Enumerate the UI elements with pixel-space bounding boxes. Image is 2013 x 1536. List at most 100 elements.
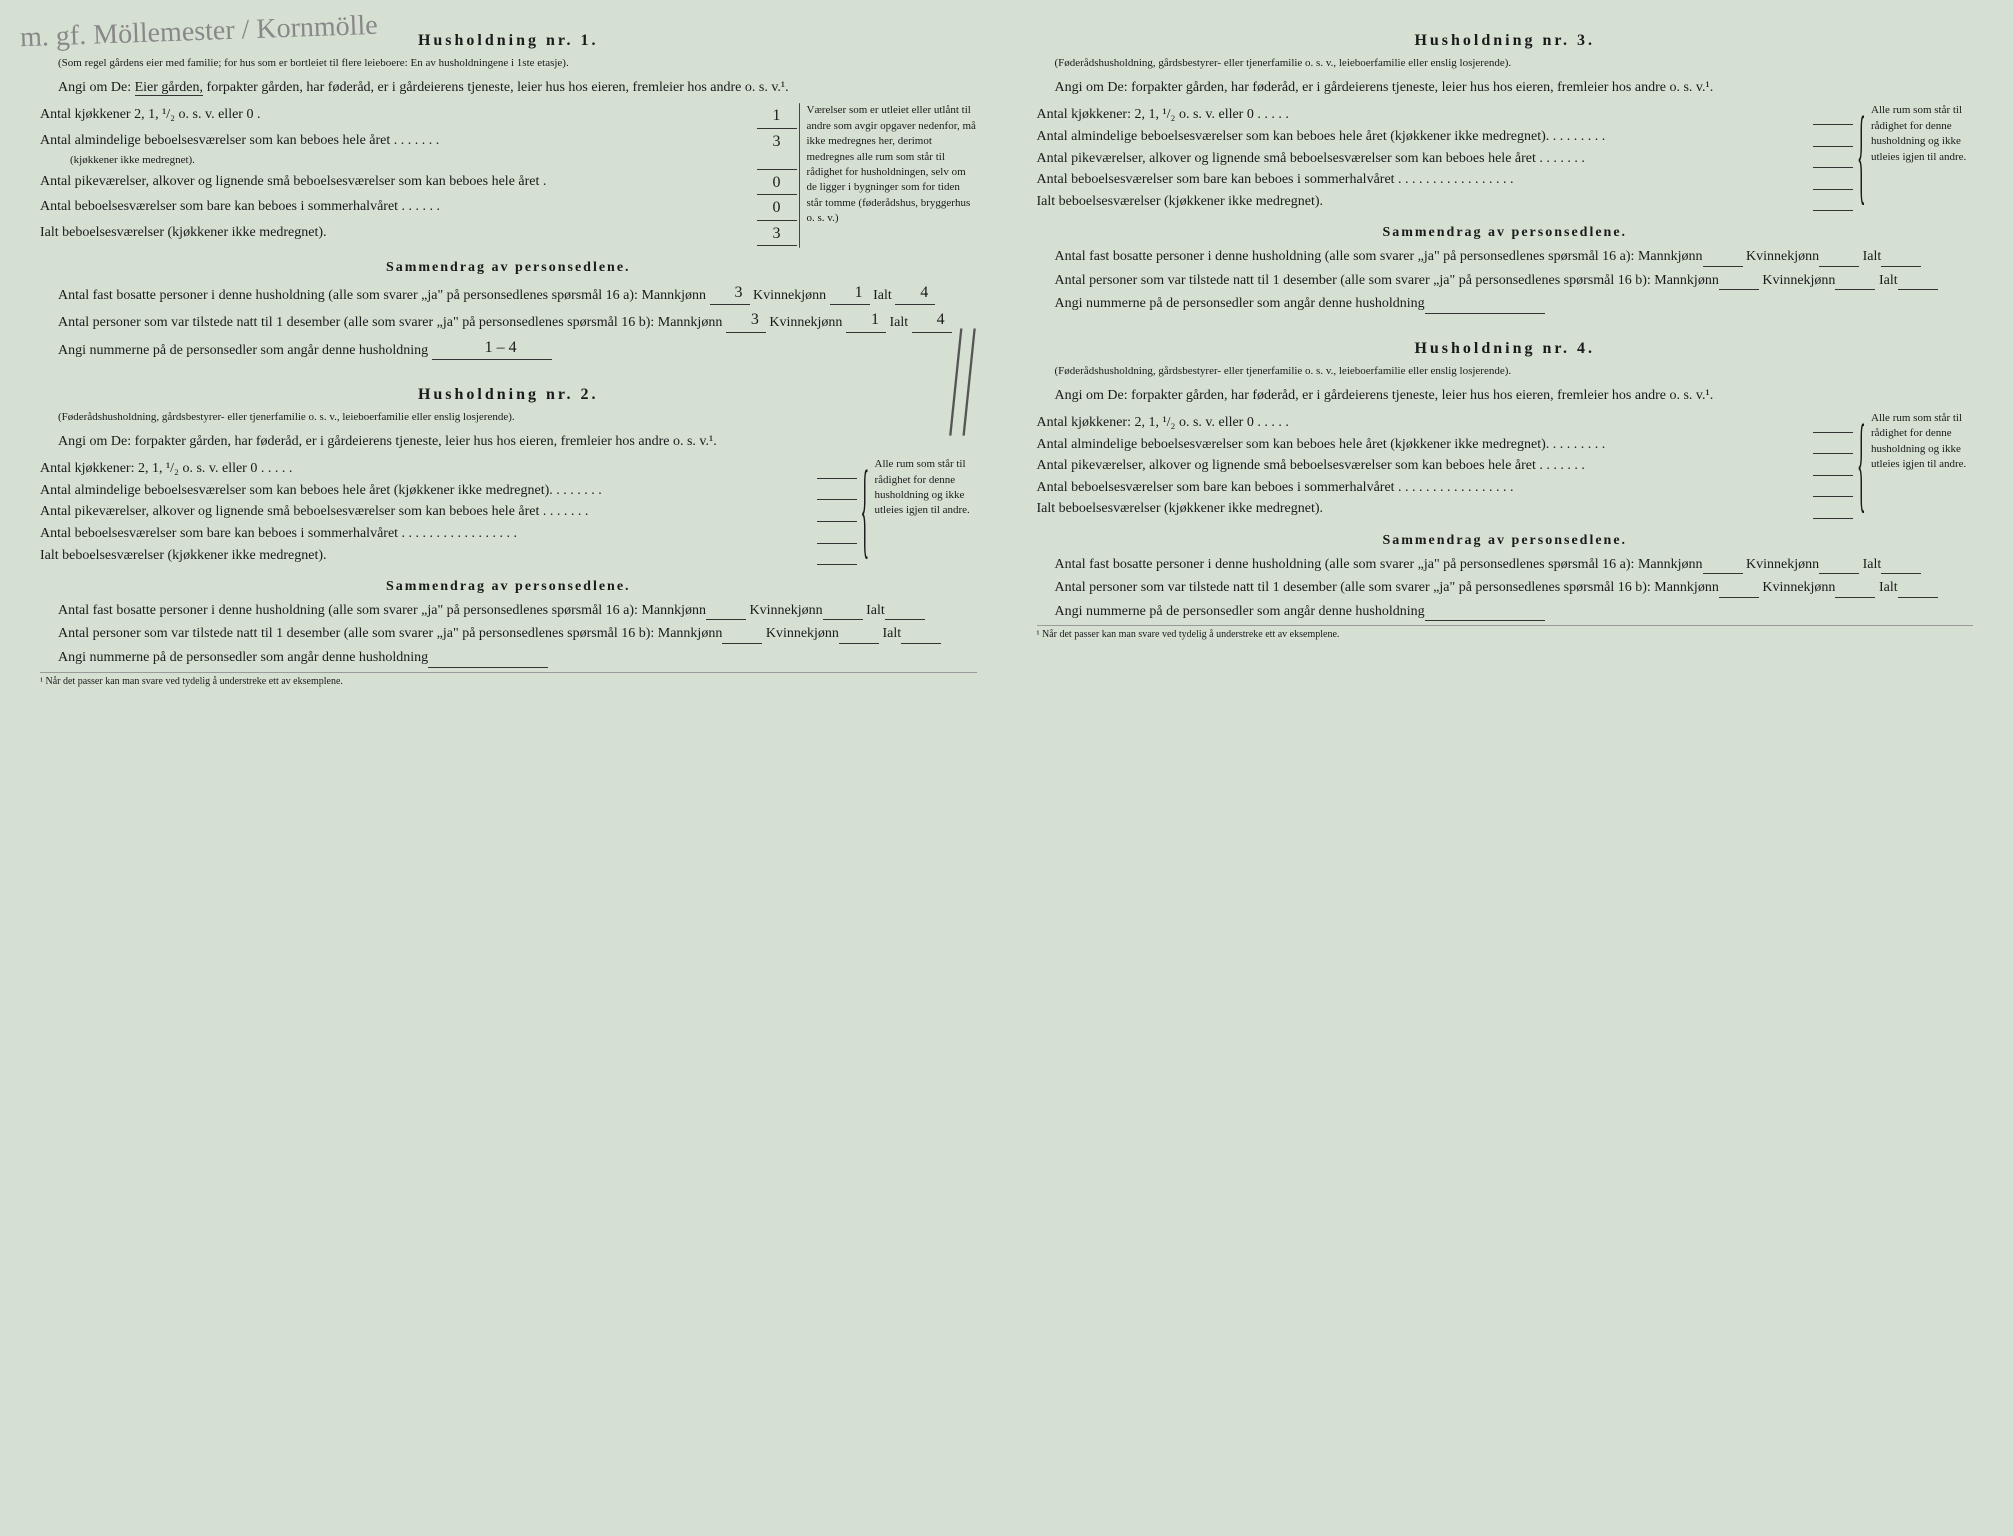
household-4: Husholdning nr. 4. (Føderådshusholdning,… [1037, 338, 1974, 643]
v4 [1813, 478, 1853, 498]
q1: Antal kjøkkener 2, 1, ¹/₂ o. s. v. eller… [40, 105, 757, 128]
q1: Antal kjøkkener: 2, 1, ¹/₂ o. s. v. elle… [1037, 413, 1814, 433]
text: Antal fast bosatte personer i denne hush… [1055, 249, 1703, 264]
label: Ialt [889, 315, 908, 330]
val-m [1703, 573, 1743, 574]
text: Antal personer som var tilstede natt til… [58, 626, 722, 641]
val-i [1881, 266, 1921, 267]
q4: Antal beboelsesværelser som bare kan beb… [40, 524, 817, 544]
hh3-questions: Antal kjøkkener: 2, 1, ¹/₂ o. s. v. elle… [1037, 103, 1854, 213]
q4: Antal beboelsesværelser som bare kan beb… [40, 197, 757, 220]
val-k: 1 [830, 282, 870, 305]
val-m [1703, 266, 1743, 267]
hh3-sidenote: Alle rum som står til rådighet for denne… [1863, 103, 1973, 213]
hh2-sum-line1: Antal fast bosatte personer i denne hush… [40, 601, 977, 621]
text: Angi om De: [58, 80, 135, 95]
label: Ialt [1863, 557, 1882, 572]
hh4-sum-title: Sammendrag av personsedlene. [1037, 531, 1974, 551]
hh1-sum-line2: Antal personer som var tilstede natt til… [40, 309, 977, 332]
q5: Ialt beboelsesværelser (kjøkkener ikke m… [40, 223, 757, 246]
q4: Antal beboelsesværelser som bare kan beb… [1037, 170, 1814, 190]
q2: Antal almindelige beboelsesværelser som … [40, 481, 817, 501]
v1 [817, 459, 857, 479]
hh4-questions: Antal kjøkkener: 2, 1, ¹/₂ o. s. v. elle… [1037, 411, 1854, 521]
label: Kvinnekjønn [750, 603, 823, 618]
val-i: 4 [895, 282, 935, 305]
val-m [706, 619, 746, 620]
v5 [1813, 499, 1853, 519]
hh4-angi: Angi om De: forpakter gården, har føderå… [1037, 386, 1974, 406]
val-m: 3 [710, 282, 750, 305]
v3 [817, 502, 857, 522]
hh3-title: Husholdning nr. 3. [1037, 30, 1974, 52]
household-3: Husholdning nr. 3. (Føderådshusholdning,… [1037, 30, 1974, 314]
tally-mark: // [949, 300, 976, 460]
q2: Antal almindelige beboelsesværelser som … [40, 131, 757, 170]
hh2-angi-num: Angi nummerne på de personsedler som ang… [40, 648, 977, 668]
hh1-sum-title: Sammendrag av personsedlene. [40, 258, 977, 278]
hh1-angi: Angi om De: Eier gården, forpakter gårde… [40, 78, 977, 98]
label: Kvinnekjønn [766, 626, 839, 641]
q3: Antal pikeværelser, alkover og lignende … [40, 502, 817, 522]
text: Angi nummerne på de personsedler som ang… [58, 650, 428, 665]
val-i [1898, 289, 1938, 290]
val-i: 4 [912, 309, 952, 332]
val-m [1719, 597, 1759, 598]
text: Antal personer som var tilstede natt til… [1055, 580, 1719, 595]
q3: Antal pikeværelser, alkover og lignende … [40, 172, 757, 195]
q3: Antal pikeværelser, alkover og lignende … [1037, 456, 1814, 476]
label: Kvinnekjønn [769, 315, 842, 330]
hh1-angi-num: Angi nummerne på de personsedler som ang… [40, 337, 977, 360]
left-page: m. gf. Möllemester / Kornmölle // Hushol… [40, 30, 977, 713]
label: Kvinnekjønn [1746, 557, 1819, 572]
val-i [1881, 573, 1921, 574]
hh3-sum-line1: Antal fast bosatte personer i denne hush… [1037, 247, 1974, 267]
v3 [1813, 149, 1853, 169]
hh4-title: Husholdning nr. 4. [1037, 338, 1974, 360]
hh4-subnote: (Føderådshusholdning, gårdsbestyrer- ell… [1037, 364, 1974, 379]
hh4-sum-line2: Antal personer som var tilstede natt til… [1037, 578, 1974, 598]
val-k [1835, 597, 1875, 598]
v4 [817, 524, 857, 544]
hh2-title: Husholdning nr. 2. [40, 384, 977, 406]
label: Ialt [882, 626, 901, 641]
val-m: 3 [726, 309, 766, 332]
label: Ialt [873, 288, 892, 303]
label: Kvinnekjønn [1746, 249, 1819, 264]
hh4-sum-line1: Antal fast bosatte personer i denne hush… [1037, 555, 1974, 575]
text: Antal fast bosatte personer i denne hush… [58, 603, 706, 618]
v5 [817, 546, 857, 566]
v1 [1813, 105, 1853, 125]
label: Kvinnekjønn [1762, 273, 1835, 288]
text: forpakter gården, har føderåd, er i gård… [207, 80, 789, 95]
q1: Antal kjøkkener: 2, 1, ¹/₂ o. s. v. elle… [40, 459, 817, 479]
q3: Antal pikeværelser, alkover og lignende … [1037, 149, 1814, 169]
text: Antal personer som var tilstede natt til… [58, 315, 722, 330]
label: Ialt [866, 603, 885, 618]
label: Ialt [1879, 580, 1898, 595]
text: Angi nummerne på de personsedler som ang… [1055, 296, 1425, 311]
q1: Antal kjøkkener: 2, 1, ¹/₂ o. s. v. elle… [1037, 105, 1814, 125]
hh3-sum-line2: Antal personer som var tilstede natt til… [1037, 271, 1974, 291]
label: Ialt [1863, 249, 1882, 264]
val-k [823, 619, 863, 620]
footnote-left: ¹ Når det passer kan man svare ved tydel… [40, 672, 977, 689]
val-m [1719, 289, 1759, 290]
label: Ialt [1879, 273, 1898, 288]
val [428, 667, 548, 668]
hh3-angi-num: Angi nummerne på de personsedler som ang… [1037, 294, 1974, 314]
label: Kvinnekjønn [1762, 580, 1835, 595]
val-i [901, 643, 941, 644]
right-page: Husholdning nr. 3. (Føderådshusholdning,… [1037, 30, 1974, 713]
hh2-sum-line2: Antal personer som var tilstede natt til… [40, 624, 977, 644]
hh1-subnote: (Som regel gårdens eier med familie; for… [40, 56, 977, 71]
q5: Ialt beboelsesværelser (kjøkkener ikke m… [40, 546, 817, 566]
v5 [1813, 192, 1853, 212]
text: Angi nummerne på de personsedler som ang… [58, 342, 428, 357]
household-2: Husholdning nr. 2. (Føderådshusholdning,… [40, 384, 977, 689]
val-k [1819, 266, 1859, 267]
val: 1 – 4 [432, 337, 552, 360]
text: Antal personer som var tilstede natt til… [1055, 273, 1719, 288]
val-k: 1 [846, 309, 886, 332]
v2: 3 [757, 131, 797, 170]
